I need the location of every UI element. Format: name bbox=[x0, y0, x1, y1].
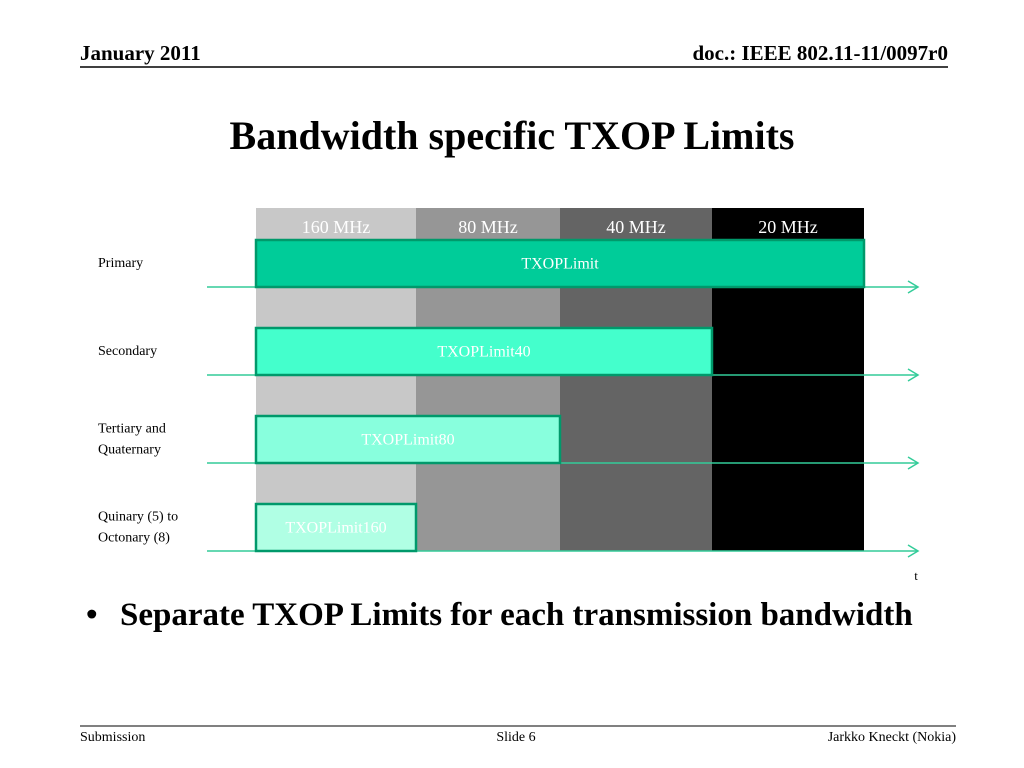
bullet-text: Separate TXOP Limits for each transmissi… bbox=[120, 597, 913, 633]
row-label: Secondary bbox=[98, 344, 157, 359]
slide-title: Bandwidth specific TXOP Limits bbox=[230, 113, 795, 158]
diagram: 160 MHz 80 MHz 40 MHz 20 MHz TXOPLimit Primar… bbox=[98, 208, 920, 583]
txop-label: TXOPLimit40 bbox=[437, 344, 530, 361]
footer-center: Slide 6 bbox=[496, 730, 535, 745]
arrow-head bbox=[907, 368, 920, 382]
txop-bar bbox=[254, 238, 866, 289]
row-label: Quaternary bbox=[98, 443, 161, 458]
column-label: 40 MHz bbox=[606, 217, 666, 237]
txop-bar bbox=[254, 502, 418, 553]
column-label: 160 MHz bbox=[302, 217, 371, 237]
column-label: 20 MHz bbox=[758, 217, 818, 237]
arrow-head bbox=[907, 456, 920, 470]
txop-bar bbox=[254, 326, 714, 377]
header-doc: doc.: IEEE 802.11-11/0097r0 bbox=[692, 41, 948, 65]
txop-label: TXOPLimit80 bbox=[361, 432, 454, 449]
row-label: Primary bbox=[98, 256, 143, 271]
arrow-head bbox=[907, 280, 920, 294]
bullet-item: • Separate TXOP Limits for each transmiss… bbox=[86, 592, 926, 638]
footer-right: Jarkko Kneckt (Nokia) bbox=[828, 730, 957, 745]
footer-left: Submission bbox=[80, 730, 145, 745]
txop-label: TXOPLimit160 bbox=[285, 520, 386, 537]
arrow-head bbox=[907, 544, 920, 558]
header-date: January 2011 bbox=[80, 41, 201, 65]
column-label: 80 MHz bbox=[458, 217, 518, 237]
row-label: Octonary (8) bbox=[98, 531, 170, 546]
bullet-dot: • bbox=[86, 597, 98, 633]
txop-bar bbox=[254, 414, 562, 465]
time-label: t bbox=[914, 568, 918, 583]
row-label: Quinary (5) to bbox=[98, 510, 178, 525]
row-label: Tertiary and bbox=[98, 422, 166, 437]
txop-label: TXOPLimit bbox=[521, 256, 599, 273]
